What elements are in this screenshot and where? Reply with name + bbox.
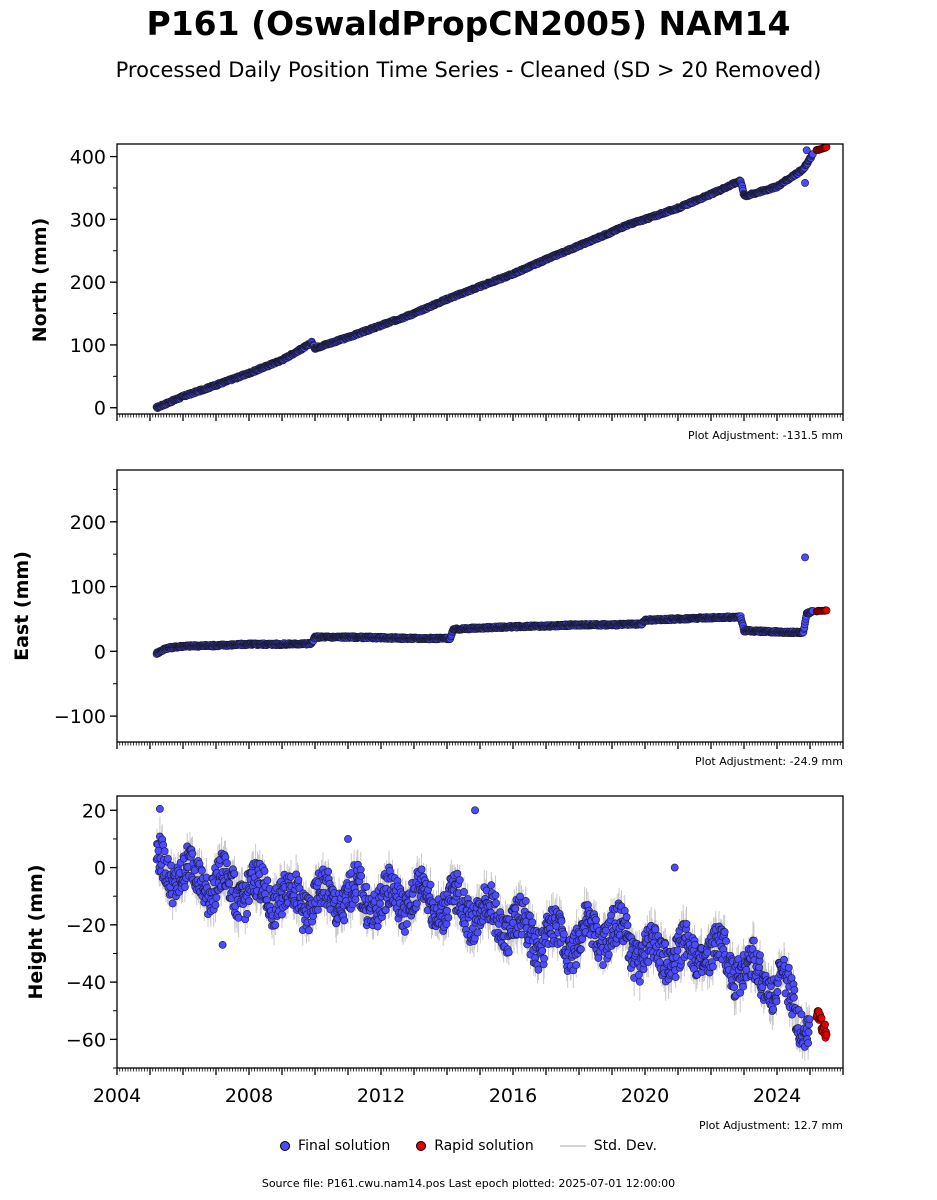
page-subtitle: Processed Daily Position Time Series - C… <box>115 58 822 82</box>
east-plot-area <box>152 553 831 658</box>
north-ytick-label: 400 <box>70 147 106 169</box>
north-ytick-label: 300 <box>70 209 106 231</box>
page-title: P161 (OswaldPropCN2005) NAM14 <box>146 4 791 43</box>
north-ytick-label: 100 <box>70 335 106 357</box>
north-outlier-point <box>802 146 811 155</box>
north-ytick-label: 0 <box>94 398 106 420</box>
north-plot-area <box>152 144 831 413</box>
north-ytick-label: 200 <box>70 272 106 294</box>
north-rapid-point <box>822 144 831 151</box>
north-outlier-point <box>801 179 809 187</box>
